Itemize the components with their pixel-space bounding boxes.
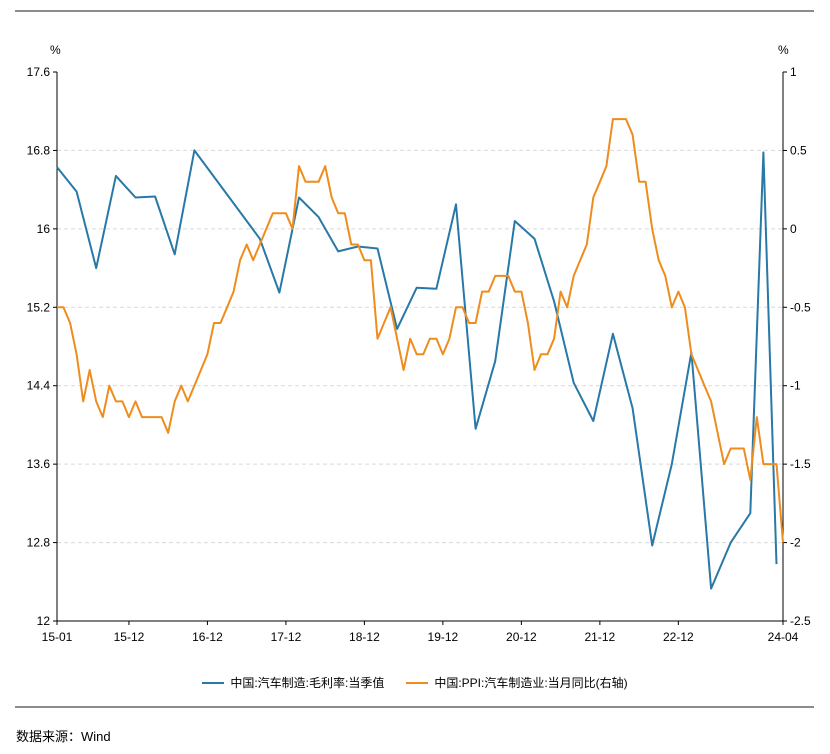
- x-tick-label: 21-12: [585, 630, 616, 644]
- legend-swatch-margin: [202, 681, 225, 684]
- right-tick-label: 0.5: [790, 143, 807, 157]
- legend-item-margin: 中国:汽车制造:毛利率:当季值: [202, 674, 384, 691]
- x-tick-label: 19-12: [428, 630, 459, 644]
- left-tick-label: 12: [37, 614, 51, 628]
- legend-label-margin: 中国:汽车制造:毛利率:当季值: [230, 676, 385, 690]
- right-tick-label: -1: [790, 379, 801, 393]
- series-line-ppi: [57, 118, 784, 543]
- x-tick-label: 20-12: [506, 630, 537, 644]
- line-chart: 12 12.8 13.6 14.4 15.2 16 16.8 17.6 -2.5 -2 -1.5 -1…: [27, 43, 811, 644]
- right-tick-label: -0.5: [790, 300, 811, 314]
- x-tick-label: 24-04: [768, 630, 799, 644]
- right-tick-label: -2.5: [790, 614, 811, 628]
- legend-label-ppi: 中国:PPI:汽车制造业:当月同比(右轴): [434, 676, 628, 690]
- bottom-rule: [15, 706, 814, 708]
- legend-item-ppi: 中国:PPI:汽车制造业:当月同比(右轴): [406, 674, 628, 691]
- left-tick-label: 15.2: [27, 300, 51, 314]
- series-lines: [56, 118, 784, 590]
- x-tick-label: 15-12: [114, 630, 145, 644]
- left-axis-unit: %: [50, 43, 61, 57]
- tick-labels: 12 12.8 13.6 14.4 15.2 16 16.8 17.6 -2.5 -2 -1.5 -1…: [27, 65, 811, 644]
- left-tick-label: 14.4: [27, 379, 51, 393]
- axes: [53, 71, 787, 625]
- left-tick-label: 16: [37, 222, 51, 236]
- data-source: 数据来源：Wind: [16, 729, 111, 744]
- legend-swatch-ppi: [406, 681, 429, 684]
- left-tick-label: 13.6: [27, 457, 51, 471]
- x-tick-label: 15-01: [42, 630, 73, 644]
- right-tick-label: 1: [790, 65, 797, 79]
- right-axis-unit: %: [778, 43, 789, 57]
- right-tick-label: -1.5: [790, 457, 811, 471]
- series-line-gross-margin: [56, 149, 778, 590]
- grid-lines: [57, 149, 783, 544]
- left-tick-label: 16.8: [27, 143, 51, 157]
- top-rule: [15, 10, 814, 12]
- x-tick-label: 22-12: [663, 630, 694, 644]
- left-tick-label: 17.6: [27, 65, 51, 79]
- x-tick-label: 18-12: [349, 630, 380, 644]
- right-tick-label: -2: [790, 536, 801, 550]
- legend: 中国:汽车制造:毛利率:当季值 中国:PPI:汽车制造业:当月同比(右轴): [0, 674, 830, 691]
- x-tick-label: 16-12: [192, 630, 223, 644]
- x-tick-label: 17-12: [271, 630, 302, 644]
- left-tick-label: 12.8: [27, 536, 51, 550]
- right-tick-label: 0: [790, 222, 797, 236]
